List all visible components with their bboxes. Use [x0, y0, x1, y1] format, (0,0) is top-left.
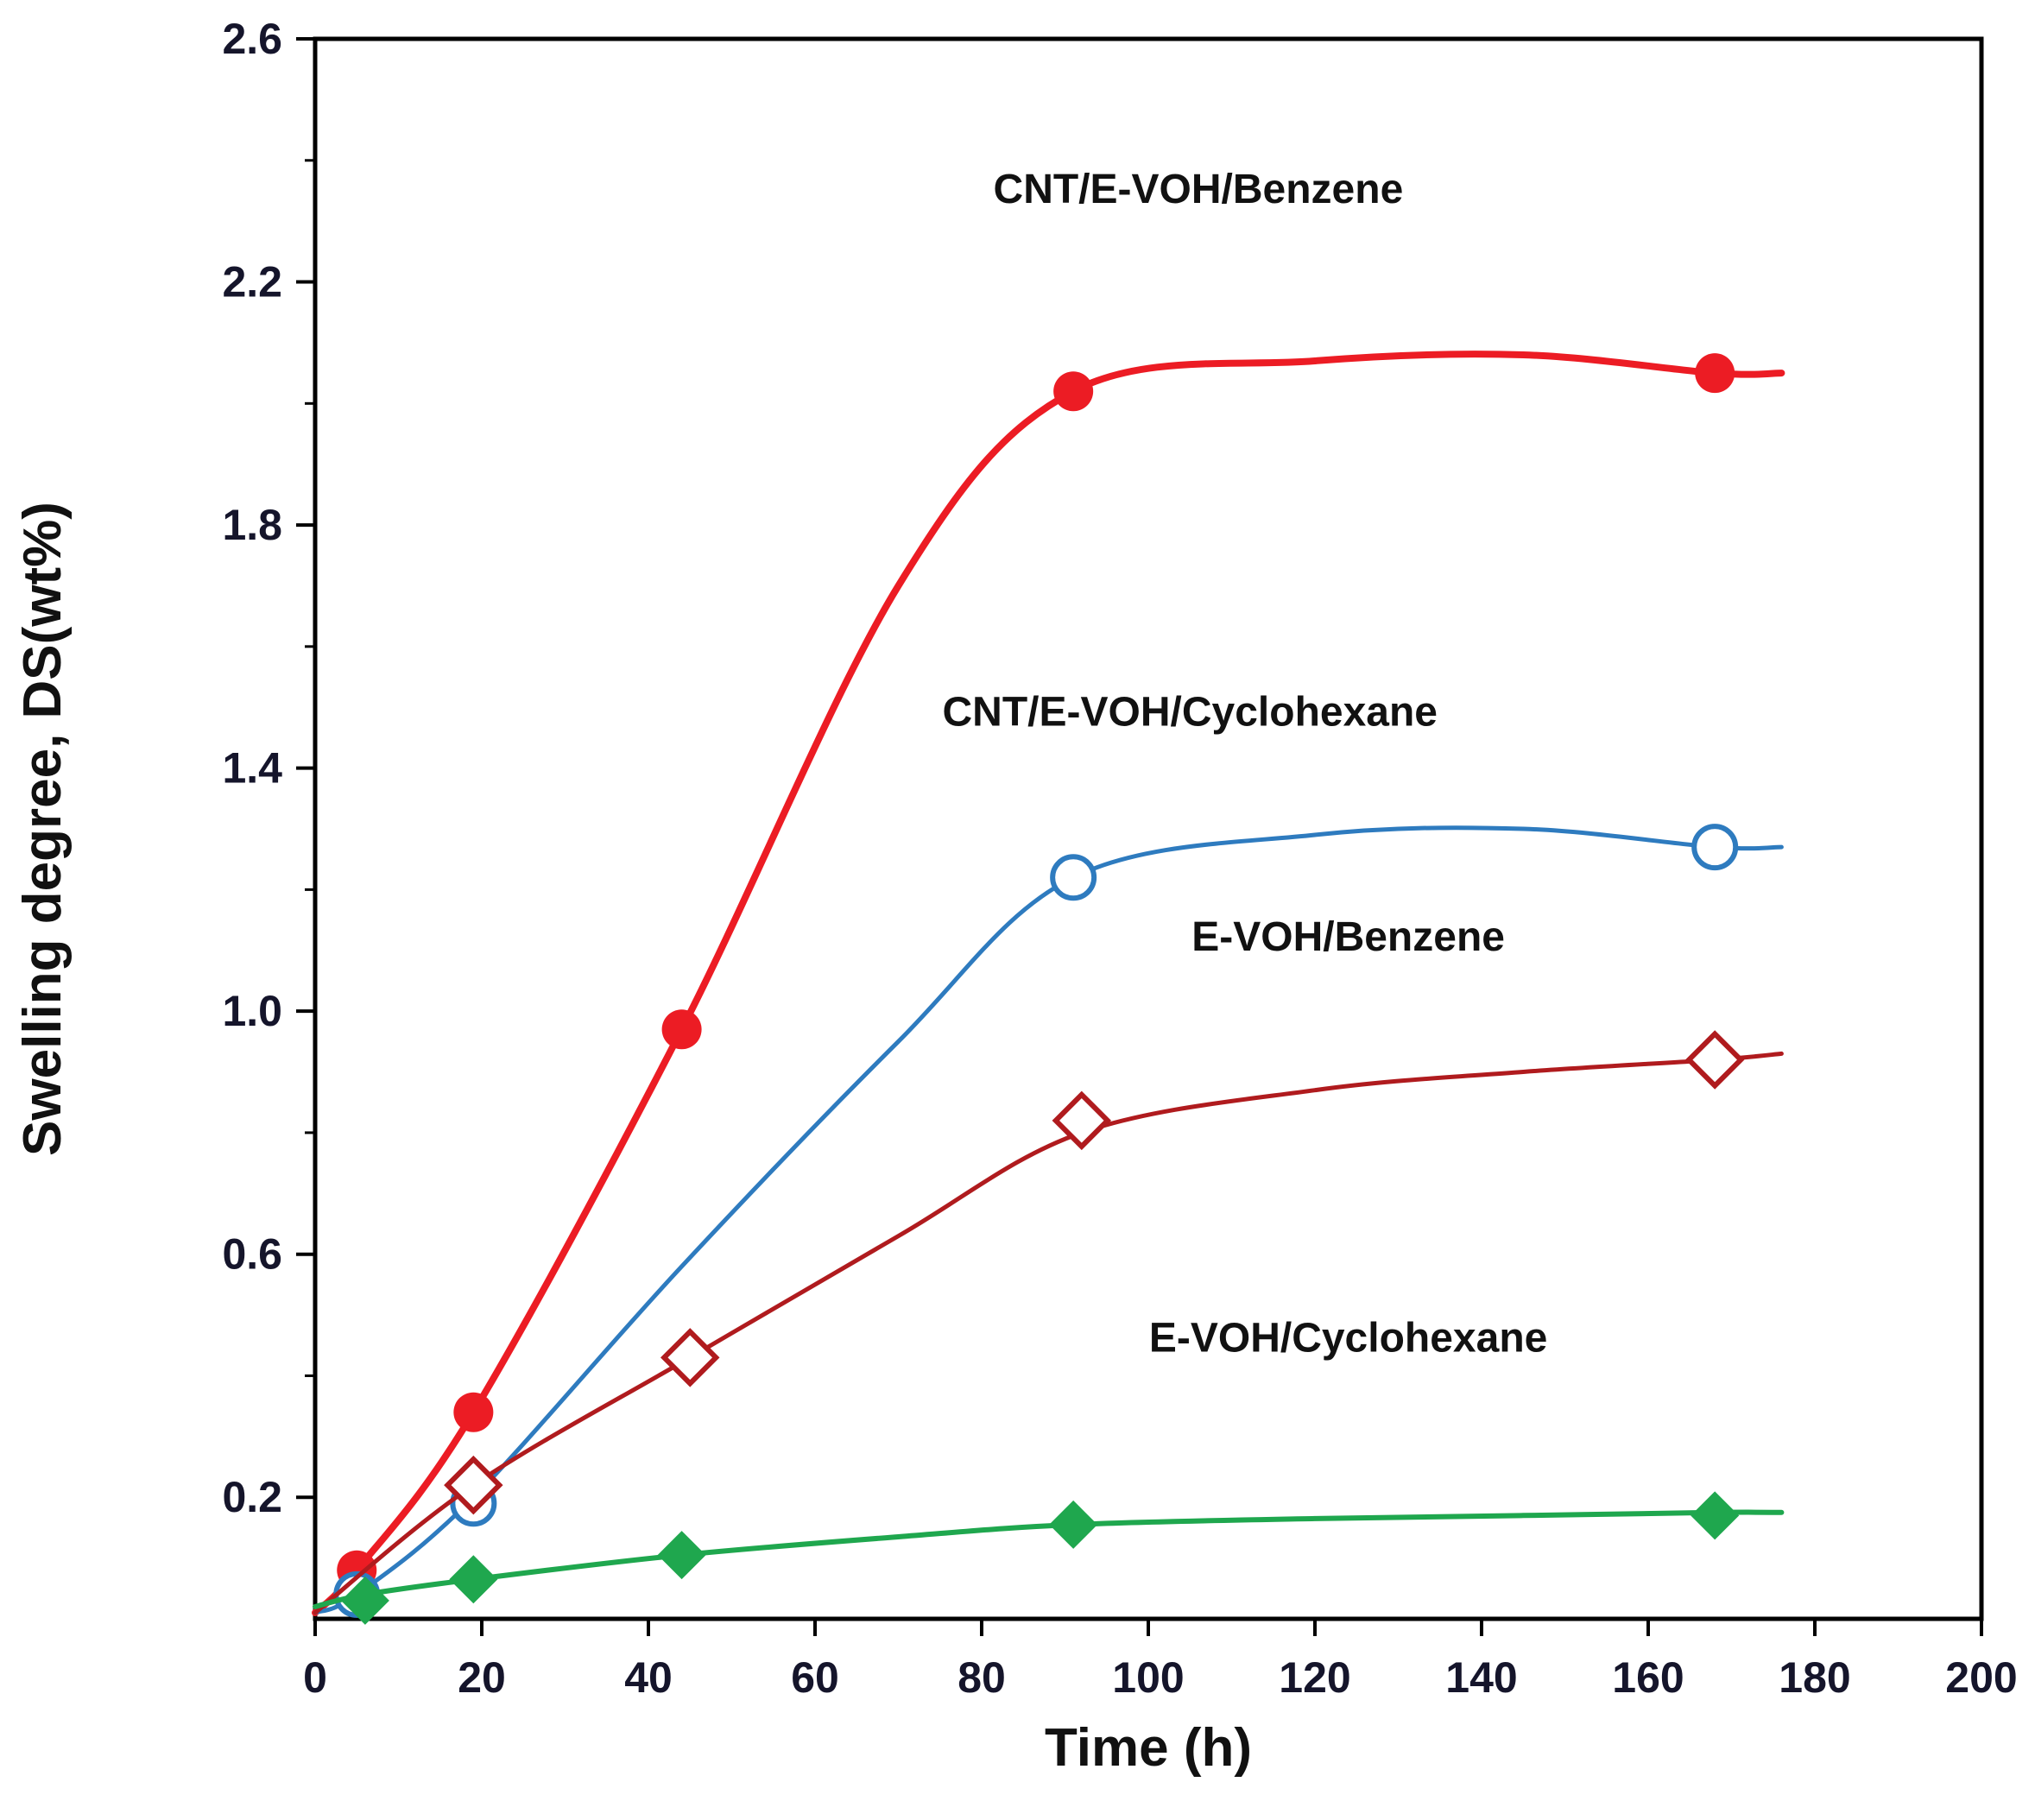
- data-point-marker: [660, 1328, 720, 1387]
- x-tick-label: 40: [624, 1653, 673, 1702]
- y-tick-label: 1.0: [222, 987, 282, 1035]
- data-point-marker: [657, 1531, 706, 1580]
- data-point-marker: [444, 1455, 503, 1515]
- x-tick-label: 80: [957, 1653, 1006, 1702]
- x-tick-label: 140: [1445, 1653, 1517, 1702]
- y-tick-label: 2.6: [222, 15, 282, 63]
- data-point-marker: [1684, 1030, 1745, 1090]
- data-point-marker: [1691, 824, 1739, 871]
- series-line: [313, 1509, 1785, 1609]
- y-tick-label: 0.6: [222, 1230, 282, 1279]
- data-point-marker: [1049, 1500, 1098, 1549]
- y-tick-label: 1.4: [222, 744, 282, 793]
- series-line: [313, 825, 1784, 1615]
- data-point-marker: [1052, 1090, 1112, 1151]
- series-label: CNT/E-VOH/Benzene: [994, 167, 1404, 212]
- data-point-marker: [1691, 1491, 1740, 1540]
- x-tick-label: 0: [303, 1653, 327, 1702]
- y-tick-label: 2.2: [222, 258, 282, 306]
- x-tick-label: 60: [791, 1653, 839, 1702]
- data-point-marker: [1050, 854, 1097, 901]
- series-label: CNT/E-VOH/Cyclohexane: [943, 689, 1438, 735]
- series-line: [312, 351, 1785, 1616]
- x-axis-title: Time (h): [1045, 1718, 1252, 1778]
- y-tick-label: 1.8: [222, 501, 282, 549]
- x-tick-label: 200: [1945, 1653, 2017, 1702]
- x-tick-label: 20: [458, 1653, 506, 1702]
- series-label: E-VOH/Cyclohexane: [1149, 1315, 1547, 1361]
- series-label: E-VOH/Benzene: [1191, 914, 1505, 960]
- x-tick-label: 120: [1279, 1653, 1350, 1702]
- series-line: [313, 1051, 1784, 1615]
- y-tick-label: 0.2: [222, 1473, 282, 1521]
- series-e-voh-cyclohexane: E-VOH/Cyclohexane: [313, 1315, 1785, 1625]
- x-tick-label: 180: [1779, 1653, 1850, 1702]
- series-cnt-e-voh-cyclohexane: CNT/E-VOH/Cyclohexane: [313, 689, 1784, 1618]
- series-e-voh-benzene: E-VOH/Benzene: [313, 914, 1784, 1615]
- data-point-marker: [453, 1392, 494, 1432]
- x-tick-label: 100: [1112, 1653, 1184, 1702]
- x-tick-label: 160: [1612, 1653, 1684, 1702]
- data-point-marker: [661, 1009, 702, 1050]
- y-axis-title: Swelling degree, DS(wt%): [13, 502, 73, 1156]
- data-point-marker: [1053, 371, 1094, 412]
- data-point-marker: [449, 1555, 498, 1604]
- data-point-marker: [1695, 353, 1735, 394]
- plot-frame: [313, 36, 1984, 1621]
- data-point-marker: [340, 1576, 389, 1625]
